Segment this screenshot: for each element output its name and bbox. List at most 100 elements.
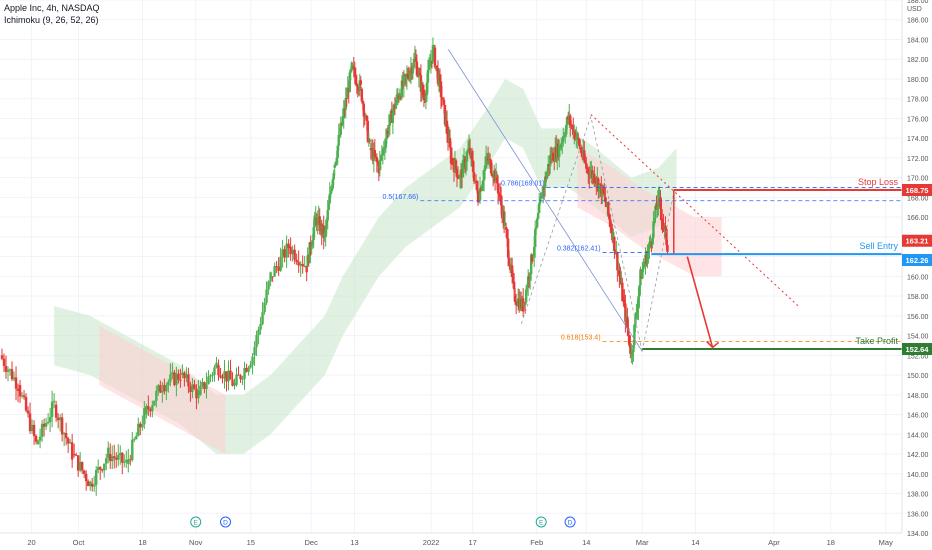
candle-body (310, 245, 313, 249)
candle-body (115, 457, 118, 460)
fib-level-label: 0.382(162.41) (557, 246, 601, 253)
candle-body (299, 263, 302, 266)
candle-body (586, 167, 589, 169)
candle-body (227, 370, 230, 382)
candle-body (636, 308, 639, 314)
candle-body (271, 276, 274, 278)
candle-body (378, 160, 382, 168)
candle-body (84, 473, 88, 482)
candle-body (643, 263, 646, 267)
candle-body (358, 80, 361, 91)
candle-body (56, 417, 60, 421)
candle-body (607, 202, 610, 215)
candle-body (149, 409, 152, 412)
candle-body (344, 98, 347, 110)
candle-body (348, 72, 351, 92)
candle-body (135, 436, 138, 440)
candle-body (565, 124, 568, 135)
candle-body (354, 76, 357, 85)
candle-body (308, 242, 311, 264)
candle-body (187, 374, 190, 387)
candle-body (46, 422, 50, 424)
candle-body (213, 367, 216, 375)
price-tick-label: 170.00 (907, 176, 929, 183)
candle-body (103, 463, 106, 471)
candle-body (24, 397, 28, 411)
stop-loss-price-badge (902, 184, 932, 197)
candle-body (454, 160, 458, 170)
candle-body (48, 417, 52, 423)
candle-body (105, 458, 108, 464)
candle-body (470, 152, 474, 161)
candle-body (566, 116, 569, 125)
candle-body (649, 241, 652, 247)
candle-body (346, 87, 349, 99)
candle-body (438, 74, 442, 82)
candle-body (303, 265, 306, 267)
candle-body (622, 296, 625, 300)
candle-body (361, 101, 365, 104)
candle-body (2, 358, 6, 366)
candle-body (8, 369, 12, 371)
candle-body (373, 150, 377, 157)
candle-body (614, 250, 617, 254)
candle-body (22, 395, 26, 398)
candle-body (10, 369, 14, 380)
candle-body (107, 447, 110, 459)
candle-body (627, 328, 630, 336)
stop-loss-price-badge-text: 168.75 (906, 186, 929, 195)
candle-body (449, 147, 453, 164)
candle-body (386, 130, 390, 134)
candle-body (89, 481, 92, 487)
candle-body (223, 371, 226, 379)
candle-body (30, 424, 34, 432)
candle-body (109, 454, 112, 462)
candle-body (16, 388, 20, 391)
candle-body (483, 165, 487, 171)
candle-body (642, 266, 645, 270)
candle-body (528, 274, 532, 280)
candle-body (482, 170, 486, 181)
candle-body (312, 227, 315, 241)
candle-body (293, 249, 296, 260)
candle-body (503, 222, 507, 226)
take-profit-price-badge-text: 152.64 (906, 345, 930, 354)
candle-body (74, 454, 78, 456)
dividend-marker[interactable] (564, 516, 576, 528)
candle-body (631, 352, 634, 356)
candle-body (411, 67, 415, 74)
candle-body (350, 62, 353, 71)
candle-body (442, 99, 446, 105)
price-tick-label: 152.00 (907, 353, 929, 360)
candle-body (78, 461, 82, 471)
candle-body (28, 413, 32, 432)
ichimoku-cloud-bearish (577, 148, 722, 277)
candle-body (211, 374, 214, 376)
candle-body (91, 483, 94, 487)
candle-body (587, 168, 590, 174)
time-tick-label: 14 (691, 538, 699, 547)
candle-body (125, 459, 128, 462)
candle-body (585, 162, 588, 169)
candle-body (375, 157, 379, 163)
earnings-marker[interactable] (535, 516, 547, 528)
candle-body (534, 227, 538, 230)
price-axis (902, 0, 932, 550)
candle-body (512, 281, 516, 290)
candle-body (380, 154, 384, 157)
candle-body (253, 347, 256, 356)
price-tick-label: 176.00 (907, 116, 929, 123)
candle-body (391, 112, 395, 123)
sell-entry-price-badge-text: 162.26 (906, 256, 929, 265)
sell-entry-label: Sell Entry (859, 241, 898, 251)
candle-body (217, 365, 220, 376)
dividend-marker[interactable] (220, 516, 231, 528)
earnings-marker[interactable] (190, 516, 202, 528)
candle-body (93, 484, 96, 487)
candle-body (626, 316, 629, 329)
candle-body (345, 98, 348, 100)
candle-body (338, 134, 341, 136)
candle-body (481, 180, 485, 185)
price-tick-label: 178.00 (907, 97, 929, 104)
